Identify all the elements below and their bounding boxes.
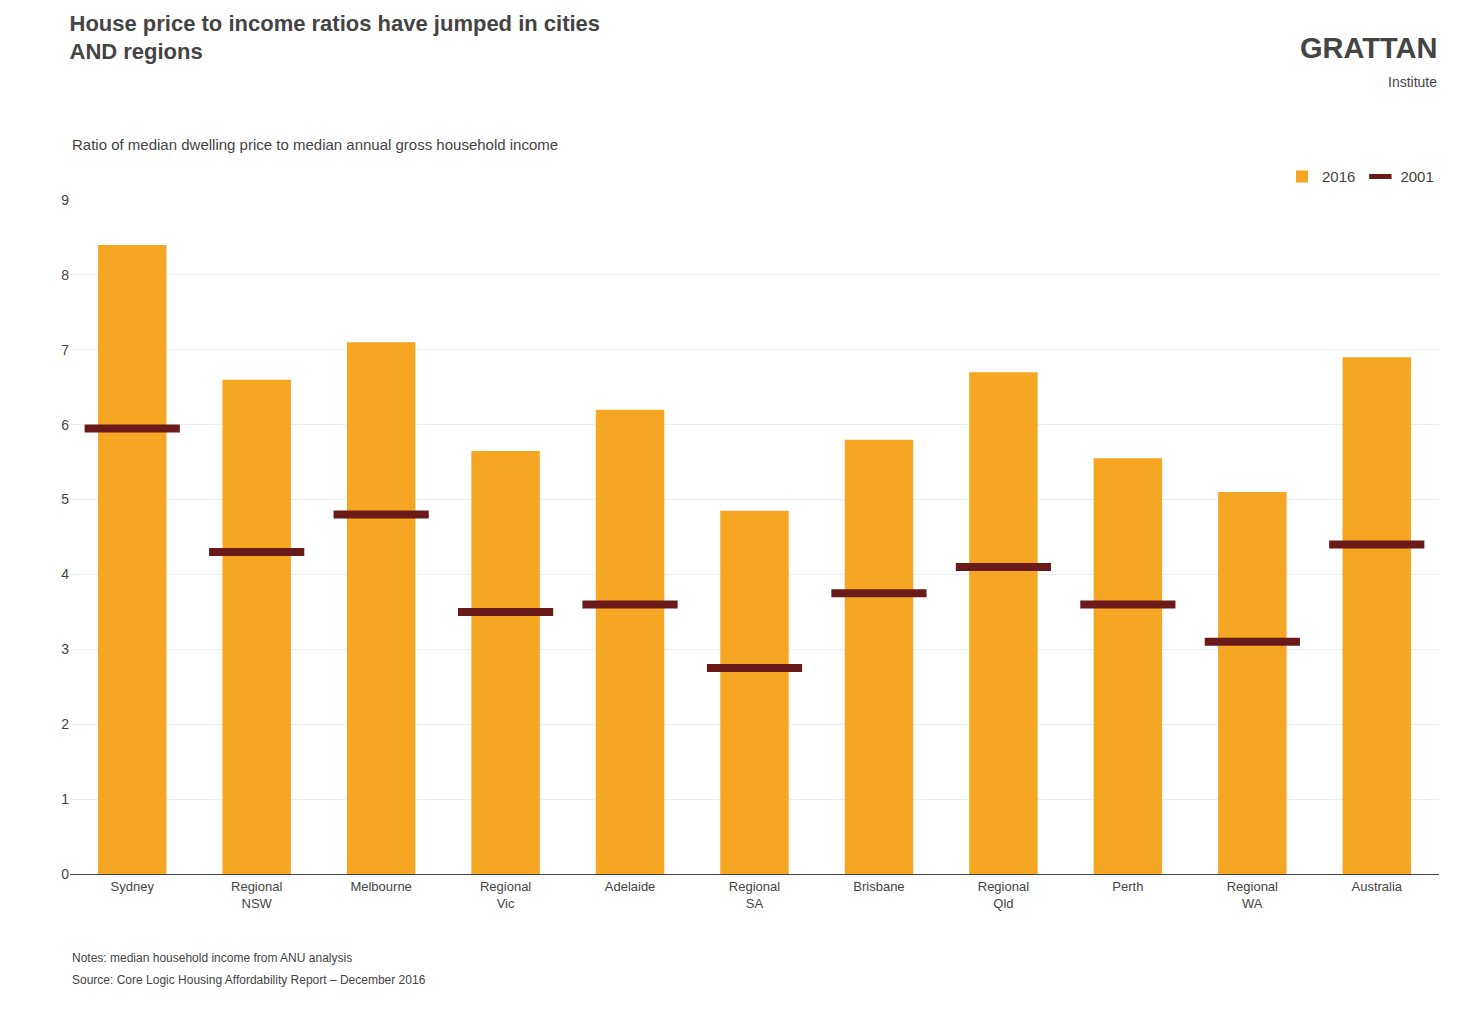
svg-text:2: 2: [61, 716, 69, 732]
svg-text:Adelaide: Adelaide: [605, 879, 656, 894]
svg-text:Notes: median household income: Notes: median household income from ANU …: [72, 951, 352, 965]
svg-text:1: 1: [61, 791, 69, 807]
svg-text:RegionalNSW: RegionalNSW: [231, 879, 282, 911]
svg-text:0: 0: [61, 866, 69, 882]
svg-text:Sydney: Sydney: [111, 879, 155, 894]
svg-text:RegionalWA: RegionalWA: [1227, 879, 1278, 911]
svg-text:Brisbane: Brisbane: [853, 879, 904, 894]
svg-text:6: 6: [61, 417, 69, 433]
svg-text:2016: 2016: [1322, 168, 1355, 185]
svg-text:RegionalSA: RegionalSA: [729, 879, 780, 911]
svg-text:9: 9: [61, 192, 69, 208]
svg-text:Melbourne: Melbourne: [350, 879, 411, 894]
svg-text:7: 7: [61, 342, 69, 358]
svg-text:3: 3: [61, 641, 69, 657]
svg-text:Source: Core Logic Housing Aff: Source: Core Logic Housing Affordability…: [72, 973, 426, 987]
svg-text:House price to income ratios h: House price to income ratios have jumped…: [70, 11, 601, 65]
svg-text:5: 5: [61, 491, 69, 507]
svg-text:Ratio of median dwelling price: Ratio of median dwelling price to median…: [72, 136, 558, 153]
svg-text:4: 4: [61, 566, 69, 582]
svg-text:Institute: Institute: [1388, 74, 1437, 90]
svg-text:RegionalVic: RegionalVic: [480, 879, 531, 911]
svg-text:8: 8: [61, 267, 69, 283]
svg-text:GRATTAN: GRATTAN: [1300, 32, 1437, 64]
svg-text:2001: 2001: [1400, 168, 1433, 185]
svg-text:Australia: Australia: [1351, 879, 1402, 894]
svg-text:RegionalQld: RegionalQld: [978, 879, 1029, 911]
svg-text:Perth: Perth: [1112, 879, 1143, 894]
